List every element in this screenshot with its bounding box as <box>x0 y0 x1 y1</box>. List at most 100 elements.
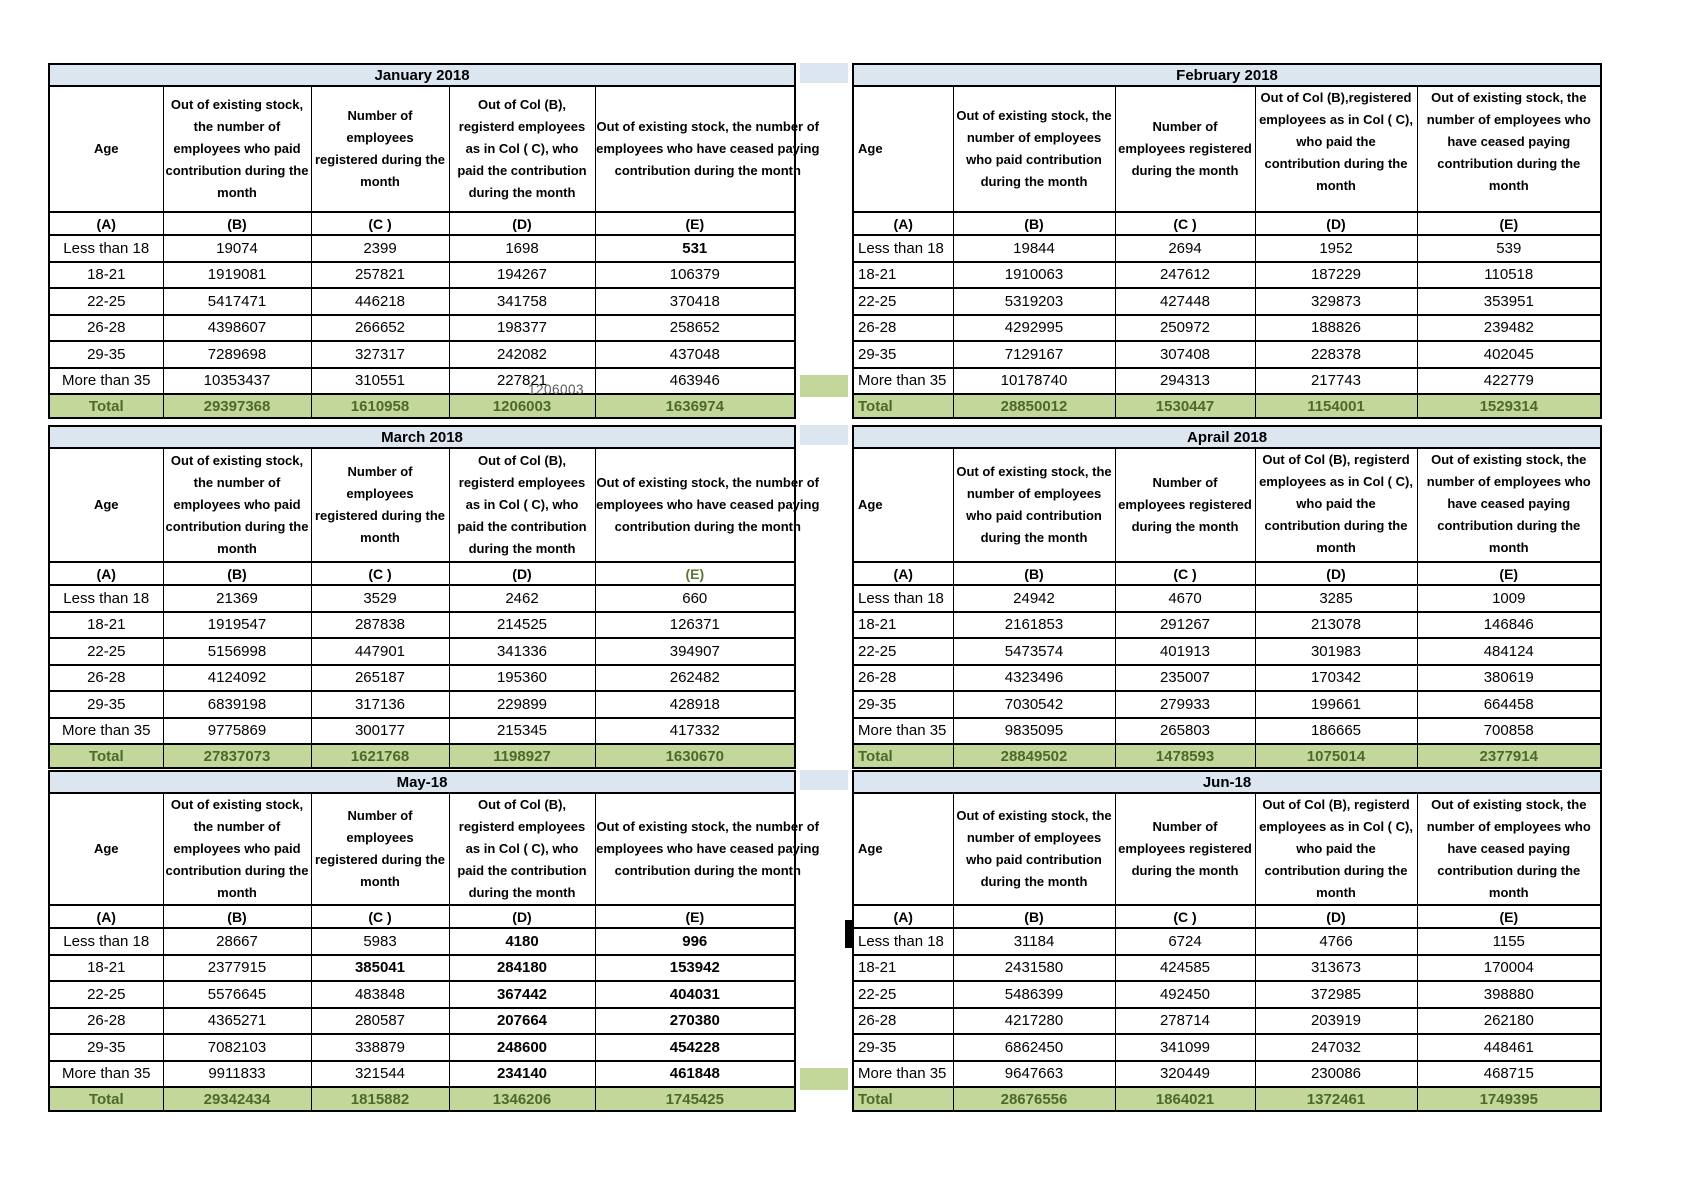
value-cell: 170342 <box>1254 663 1418 692</box>
value-cell: 21369 <box>162 584 312 613</box>
value-cell: 239482 <box>1416 313 1602 342</box>
age-row: 18-21 2431580 424585 313673 170004 <box>852 953 1602 982</box>
value-cell: 338879 <box>310 1033 450 1062</box>
value-cell: 484124 <box>1416 637 1602 666</box>
month-data-table: March 2018 Age Out of existing stock, th… <box>48 425 819 769</box>
age-row: 26-28 4217280 278714 203919 262180 <box>852 1006 1602 1035</box>
value-cell: 394907 <box>594 637 796 666</box>
value-cell: 446218 <box>310 287 450 316</box>
value-cell: 9647663 <box>952 1059 1116 1088</box>
table-title: February 2018 <box>852 63 1602 87</box>
age-label: 22-25 <box>852 287 954 316</box>
value-cell: 31184 <box>952 927 1116 956</box>
value-cell: 28667 <box>162 927 312 956</box>
value-cell: 437048 <box>594 340 796 369</box>
value-cell: 321544 <box>310 1059 450 1088</box>
value-cell: 329873 <box>1254 287 1418 316</box>
value-cell: 279933 <box>1114 690 1256 719</box>
column-letter-e: (E) <box>594 211 796 236</box>
age-label: Less than 18 <box>48 584 164 613</box>
column-letter-b: (B) <box>162 561 312 586</box>
total-label: Total <box>48 1086 164 1112</box>
header-age: Age <box>852 447 954 563</box>
value-cell: 483848 <box>310 980 450 1009</box>
total-value-cell: 1529314 <box>1416 393 1602 419</box>
value-cell: 215345 <box>448 716 596 745</box>
value-cell: 468715 <box>1416 1059 1602 1088</box>
column-letter-c: (C ) <box>1114 561 1256 586</box>
value-cell: 317136 <box>310 690 450 719</box>
column-letter-a: (A) <box>48 561 164 586</box>
age-row: More than 35 9911833 321544 234140 461848 <box>48 1059 796 1088</box>
column-letter-e: (E) <box>594 561 796 586</box>
value-cell: 126371 <box>594 610 796 639</box>
month-table-april: Aprail 2018 Age Out of existing stock, t… <box>852 425 1603 769</box>
value-cell: 5156998 <box>162 637 312 666</box>
value-cell: 341336 <box>448 637 596 666</box>
value-cell: 262482 <box>594 663 796 692</box>
total-value-cell: 1530447 <box>1114 393 1256 419</box>
header-age: Age <box>48 792 164 906</box>
age-label: 29-35 <box>852 340 954 369</box>
value-cell: 327317 <box>310 340 450 369</box>
value-cell: 170004 <box>1416 953 1602 982</box>
value-cell: 217743 <box>1254 366 1418 395</box>
spacer-cell-green-bottom <box>800 1068 848 1090</box>
total-row: Total 28850012 1530447 1154001 1529314 <box>852 393 1602 419</box>
total-label: Total <box>852 743 954 769</box>
value-cell: 287838 <box>310 610 450 639</box>
value-cell: 310551 <box>310 366 450 395</box>
total-value-cell: 1864021 <box>1114 1086 1256 1112</box>
age-label: Less than 18 <box>48 234 164 263</box>
value-cell: 294313 <box>1114 366 1256 395</box>
header-col-d-registered-paid: Out of Col (B), registerd employees as i… <box>448 85 596 213</box>
month-data-table: February 2018 Age Out of existing stock,… <box>852 63 1603 419</box>
value-cell: 110518 <box>1416 260 1602 289</box>
value-cell: 265187 <box>310 663 450 692</box>
month-table-march: March 2018 Age Out of existing stock, th… <box>48 425 819 769</box>
column-letter-row: (A) (B) (C ) (D) (E) <box>48 561 796 586</box>
value-cell: 188826 <box>1254 313 1418 342</box>
age-row: 26-28 4323496 235007 170342 380619 <box>852 663 1602 692</box>
value-cell: 531 <box>594 234 796 263</box>
header-col-d-registered-paid: Out of Col (B), registerd employees as i… <box>448 792 596 906</box>
total-row: Total 27837073 1621768 1198927 1630670 <box>48 743 796 769</box>
age-label: Less than 18 <box>852 234 954 263</box>
value-cell: 266652 <box>310 313 450 342</box>
value-cell: 4670 <box>1114 584 1256 613</box>
age-row: 26-28 4398607 266652 198377 258652 <box>48 313 796 342</box>
age-label: 18-21 <box>852 953 954 982</box>
value-cell: 242082 <box>448 340 596 369</box>
value-cell: 2694 <box>1114 234 1256 263</box>
age-label: More than 35 <box>48 716 164 745</box>
value-cell: 313673 <box>1254 953 1418 982</box>
value-cell: 19074 <box>162 234 312 263</box>
value-cell: 2161853 <box>952 610 1116 639</box>
age-row: 29-35 6839198 317136 229899 428918 <box>48 690 796 719</box>
header-col-c-registered: Number of employees registered during th… <box>1114 447 1256 563</box>
value-cell: 207664 <box>448 1006 596 1035</box>
total-value-cell: 1815882 <box>310 1086 450 1112</box>
value-cell: 203919 <box>1254 1006 1418 1035</box>
column-letter-b: (B) <box>952 904 1116 929</box>
value-cell: 10353437 <box>162 366 312 395</box>
age-label: 22-25 <box>48 287 164 316</box>
value-cell: 186665 <box>1254 716 1418 745</box>
spacer-cell-green-top <box>800 375 848 397</box>
column-letter-c: (C ) <box>1114 211 1256 236</box>
value-cell: 229899 <box>448 690 596 719</box>
value-cell: 106379 <box>594 260 796 289</box>
value-cell: 341099 <box>1114 1033 1256 1062</box>
value-cell: 9775869 <box>162 716 312 745</box>
age-row: 22-25 5576645 483848 367442 404031 <box>48 980 796 1009</box>
age-label: Less than 18 <box>852 584 954 613</box>
total-value-cell: 1478593 <box>1114 743 1256 769</box>
column-letter-c: (C ) <box>310 211 450 236</box>
value-cell: 228378 <box>1254 340 1418 369</box>
value-cell: 402045 <box>1416 340 1602 369</box>
age-label: 22-25 <box>852 980 954 1009</box>
value-cell: 1910063 <box>952 260 1116 289</box>
value-cell: 278714 <box>1114 1006 1256 1035</box>
value-cell: 214525 <box>448 610 596 639</box>
header-col-b-paid-contribution: Out of existing stock, the number of emp… <box>952 85 1116 213</box>
